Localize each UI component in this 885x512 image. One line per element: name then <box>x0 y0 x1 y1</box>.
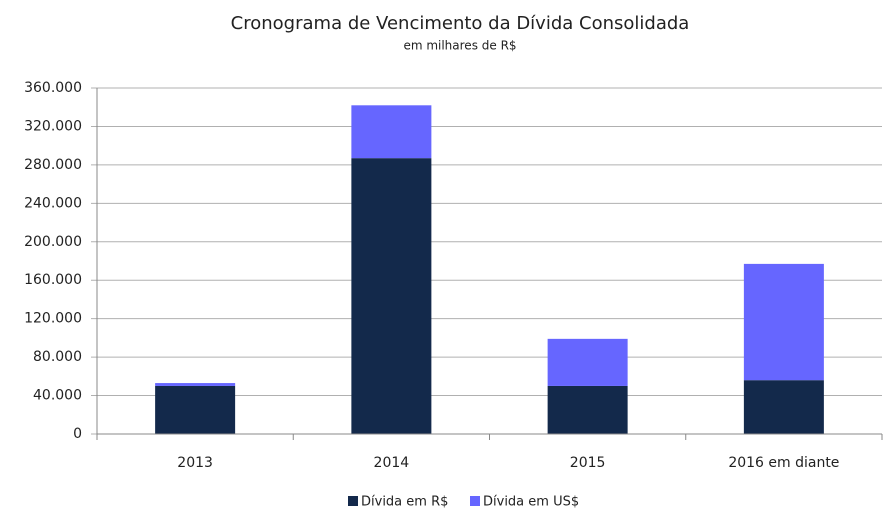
x-tick-label: 2014 <box>374 455 410 471</box>
y-tick-label: 360.000 <box>24 80 82 96</box>
bar-segment <box>547 385 628 434</box>
y-tick-label: 120.000 <box>24 311 82 327</box>
x-tick-label: 2013 <box>177 455 213 471</box>
bar-segment <box>547 338 628 386</box>
y-tick-label: 40.000 <box>33 388 82 404</box>
bar-segment <box>155 385 236 434</box>
y-tick-label: 160.000 <box>24 272 82 288</box>
bar-segment <box>351 105 432 159</box>
y-tick-label: 200.000 <box>24 234 82 250</box>
x-tick-label: 2015 <box>570 455 606 471</box>
bar-segment <box>155 383 236 386</box>
y-tick-label: 80.000 <box>33 349 82 365</box>
y-tick-label: 280.000 <box>24 157 82 173</box>
bar-segment <box>351 158 432 434</box>
legend-label: Dívida em R$ <box>361 495 448 509</box>
legend-label: Dívida em US$ <box>483 495 579 509</box>
chart-title: Cronograma de Vencimento da Dívida Conso… <box>231 13 690 34</box>
chart-subtitle: em milhares de R$ <box>403 39 516 53</box>
y-tick-label: 240.000 <box>24 195 82 211</box>
legend-swatch <box>470 496 480 506</box>
bar-segment <box>743 263 824 381</box>
legend-swatch <box>348 496 358 506</box>
bar-segment <box>743 380 824 434</box>
x-tick-label: 2016 em diante <box>728 455 839 471</box>
y-tick-label: 0 <box>73 426 82 442</box>
y-tick-label: 320.000 <box>24 118 82 134</box>
